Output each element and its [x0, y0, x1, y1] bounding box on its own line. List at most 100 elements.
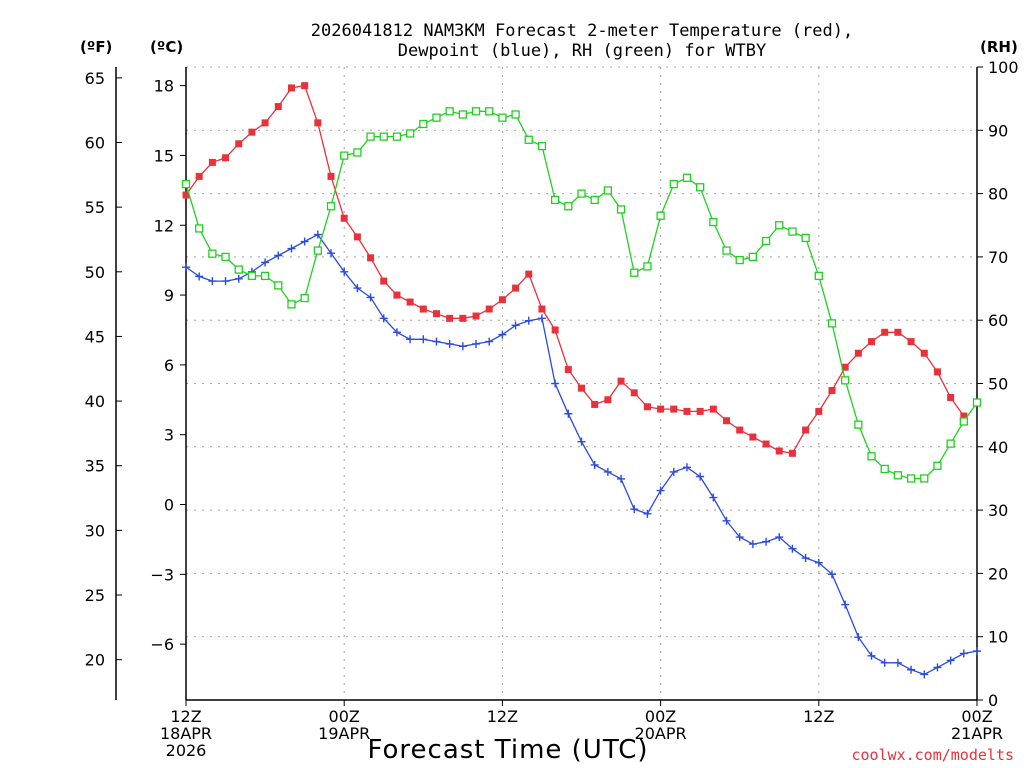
series-rh — [181, 107, 982, 483]
data-point — [274, 251, 283, 260]
data-point — [617, 474, 626, 483]
data-point — [801, 554, 810, 563]
data-point — [657, 405, 665, 413]
data-point — [234, 274, 243, 283]
data-point — [432, 337, 441, 346]
data-point — [709, 405, 717, 413]
fahrenheit-tick-label: 30 — [85, 521, 105, 540]
data-point — [920, 670, 929, 679]
data-point — [920, 349, 928, 357]
fahrenheit-tick-label: 25 — [85, 586, 105, 605]
data-point — [709, 217, 718, 227]
series-line — [185, 84, 965, 455]
data-point — [222, 154, 230, 162]
data-point — [405, 129, 415, 138]
celsius-tick-label: 15 — [154, 146, 174, 165]
fahrenheit-tick-label: 55 — [85, 198, 105, 217]
data-point — [802, 426, 810, 434]
data-point — [406, 298, 414, 306]
data-point — [775, 447, 783, 455]
data-point — [933, 663, 942, 672]
data-point — [314, 119, 322, 127]
data-point — [748, 252, 758, 262]
data-point — [551, 326, 559, 334]
data-point — [683, 407, 691, 415]
series-dewpoint — [182, 230, 981, 679]
data-point — [340, 151, 349, 160]
data-point — [828, 386, 836, 394]
x-tick-label: 19APR — [318, 724, 370, 743]
data-point — [920, 474, 929, 483]
data-point — [827, 570, 836, 579]
data-point — [723, 417, 731, 425]
data-point — [893, 658, 902, 667]
celsius-unit-label: (ºC) — [150, 38, 183, 56]
data-point — [775, 533, 784, 542]
data-point — [498, 330, 507, 339]
data-point — [735, 255, 744, 265]
data-point — [537, 141, 547, 151]
data-point — [854, 420, 863, 429]
data-point — [367, 254, 375, 262]
data-point — [682, 463, 691, 472]
data-point — [208, 158, 216, 166]
data-point — [287, 300, 296, 309]
credit-text: coolwx.com/modelts — [851, 746, 1014, 764]
data-point — [946, 439, 955, 448]
data-point — [867, 452, 876, 461]
chart-title-line-1: 2026041812 NAM3KM Forecast 2-meter Tempe… — [311, 21, 853, 41]
data-point — [696, 472, 705, 481]
fahrenheit-tick-label: 60 — [85, 134, 105, 153]
data-point — [524, 135, 533, 144]
data-point — [577, 437, 586, 446]
data-point — [603, 186, 613, 195]
data-point — [419, 119, 428, 129]
data-point — [577, 189, 586, 198]
data-point — [485, 305, 493, 313]
data-point — [722, 516, 731, 525]
axes: 1815129630−3−665605550454035302520100908… — [85, 58, 1019, 760]
data-point — [801, 233, 810, 243]
data-point — [709, 493, 718, 502]
celsius-tick-label: −3 — [150, 565, 174, 584]
data-point — [841, 600, 850, 609]
chart-title-line-2: Dewpoint (blue), RH (green) for WTBY — [398, 41, 766, 61]
x-tick-label: 2026 — [166, 741, 207, 760]
data-point — [380, 277, 388, 285]
rh-tick-label: 100 — [988, 58, 1019, 77]
x-axis-label: Forecast Time (UTC) — [367, 735, 648, 765]
data-point — [379, 132, 388, 141]
rh-unit-label: (RH) — [980, 38, 1018, 56]
data-point — [696, 407, 704, 415]
data-point — [393, 291, 401, 299]
data-point — [603, 467, 612, 476]
data-point — [564, 202, 573, 211]
rh-tick-label: 90 — [988, 121, 1008, 140]
data-point — [313, 230, 322, 239]
data-point — [208, 249, 217, 258]
data-point — [392, 132, 402, 141]
data-point — [208, 277, 217, 286]
data-point — [564, 366, 572, 374]
celsius-tick-label: −6 — [150, 635, 174, 654]
data-point — [300, 293, 309, 303]
data-point — [722, 246, 731, 255]
data-point — [630, 268, 639, 277]
data-point — [814, 558, 823, 567]
data-point — [682, 173, 692, 182]
data-point — [419, 305, 427, 313]
series-layer — [181, 82, 982, 679]
data-point — [643, 262, 652, 271]
data-point — [788, 449, 796, 457]
x-tick-label: 00Z — [961, 707, 992, 726]
data-point — [550, 195, 560, 205]
data-point — [656, 211, 665, 220]
data-point — [287, 84, 295, 92]
rh-tick-label: 0 — [988, 691, 998, 710]
data-point — [564, 409, 573, 418]
x-tick-label: 00Z — [329, 707, 360, 726]
data-point — [736, 426, 744, 434]
data-point — [326, 202, 336, 211]
data-point — [775, 221, 784, 230]
data-point — [261, 119, 269, 127]
